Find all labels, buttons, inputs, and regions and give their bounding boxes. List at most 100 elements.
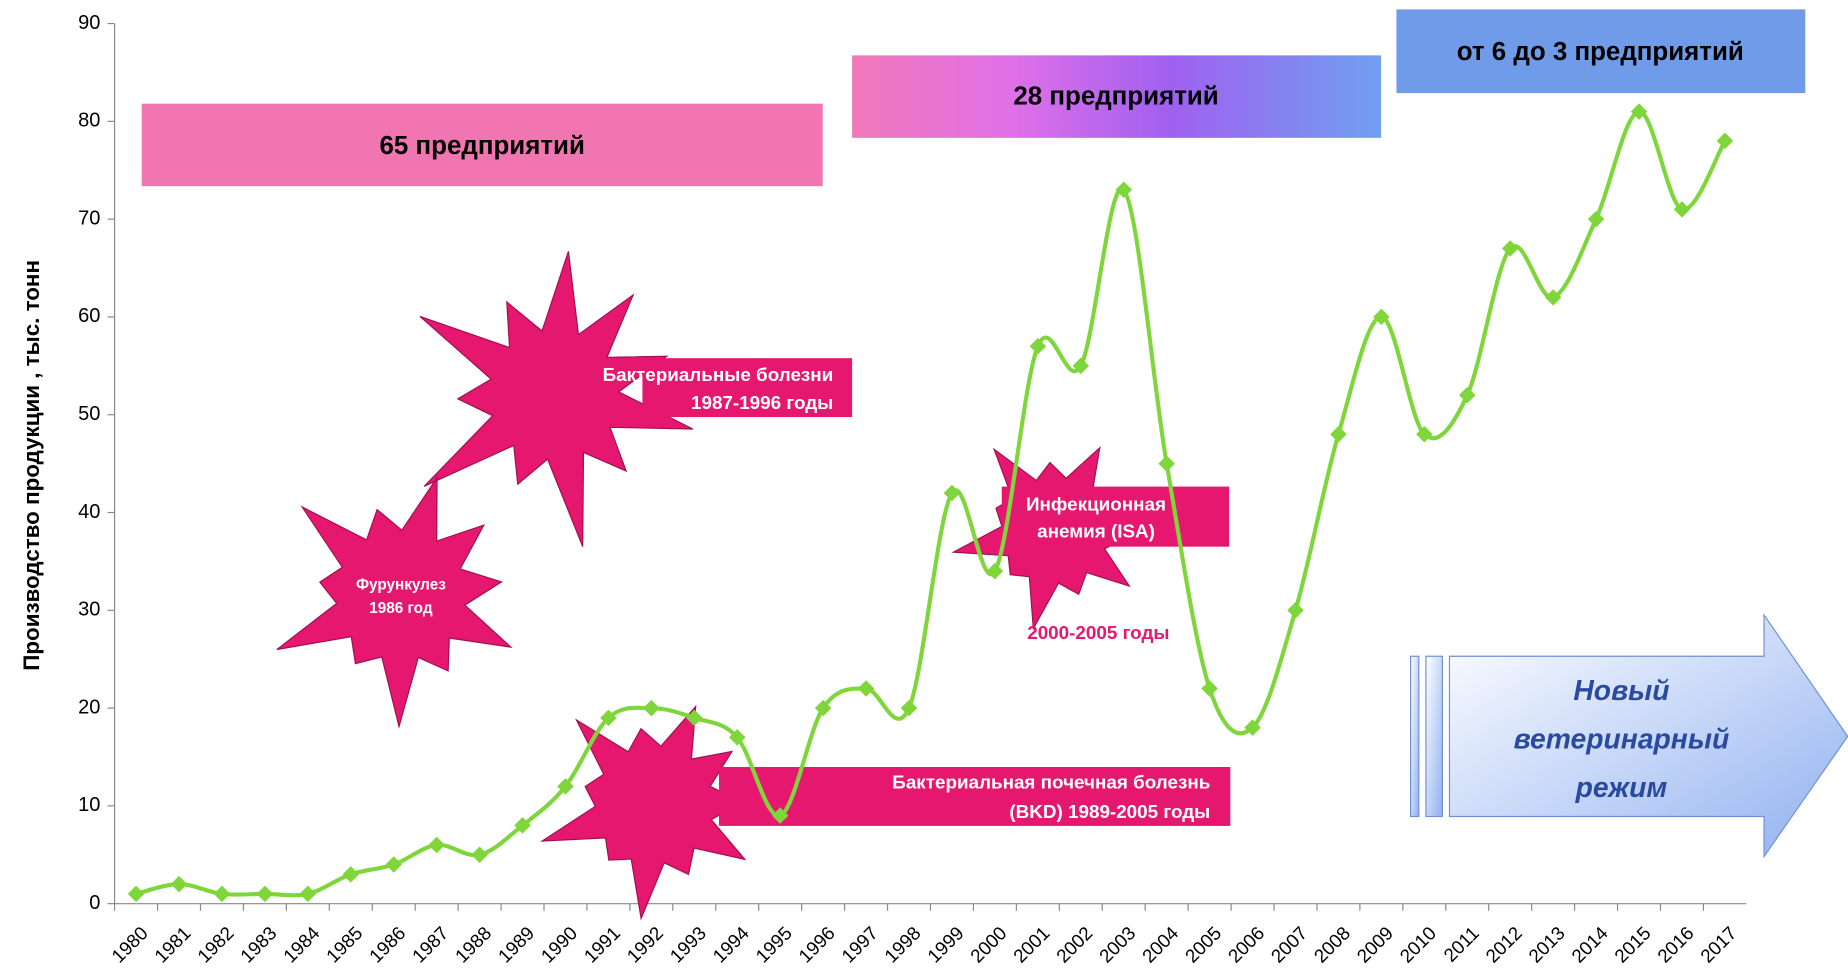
data-point [342, 866, 360, 883]
data-point [385, 856, 402, 873]
y-tick-label: 0 [89, 892, 100, 914]
annotation-text: Инфекционная [1026, 493, 1166, 514]
x-tick-label: 1983 [236, 922, 280, 966]
banner [852, 55, 1382, 138]
data-point [686, 709, 703, 727]
y-tick-label: 90 [78, 12, 100, 34]
data-point [1287, 602, 1304, 619]
annotation-text: (BKD) 1989-2005 годы [1009, 801, 1210, 822]
x-tick-label: 1998 [880, 922, 924, 966]
x-tick-label: 1991 [580, 922, 624, 966]
x-tick-label: 2016 [1653, 922, 1697, 966]
data-point [557, 778, 574, 795]
y-tick-label: 70 [78, 207, 100, 229]
x-tick-label: 2011 [1440, 922, 1484, 966]
x-tick-label: 1995 [751, 922, 795, 966]
x-tick-label: 2006 [1224, 922, 1268, 966]
data-point [170, 875, 188, 893]
data-point [814, 699, 832, 717]
y-tick-label: 80 [78, 110, 100, 132]
x-tick-label: 1985 [322, 922, 366, 966]
x-tick-label: 2012 [1481, 922, 1525, 966]
annotation-text: 28 предприятий [1013, 83, 1218, 111]
banner [1396, 9, 1806, 94]
data-point [1158, 455, 1175, 472]
data-point [428, 836, 445, 854]
starburst [276, 475, 513, 729]
x-tick-label: 2017 [1696, 922, 1740, 966]
x-tick-label: 1980 [107, 922, 151, 966]
data-point [1330, 426, 1347, 443]
annotation-text: 2000-2005 годы [1027, 622, 1169, 643]
x-tick-label: 1988 [451, 922, 495, 966]
y-tick-label: 30 [78, 599, 100, 621]
data-point [900, 699, 918, 717]
x-tick-label: 2013 [1524, 922, 1568, 966]
data-point [1587, 210, 1605, 228]
annotation-text: 1986 год [369, 600, 433, 617]
y-tick-label: 50 [78, 403, 100, 425]
y-tick-label: 60 [78, 305, 100, 327]
data-point [943, 484, 961, 502]
x-tick-label: 2005 [1181, 922, 1225, 966]
banner [141, 103, 823, 187]
annotation-text: Новый [1573, 674, 1669, 706]
x-tick-label: 2009 [1353, 922, 1397, 966]
x-tick-label: 1993 [666, 922, 710, 966]
data-point [1115, 181, 1132, 199]
starburst [540, 704, 747, 921]
x-tick-label: 1992 [623, 922, 667, 966]
x-tick-label: 2002 [1052, 922, 1096, 966]
data-point [1630, 103, 1648, 120]
x-tick-label: 1994 [709, 922, 753, 966]
data-point [857, 680, 875, 697]
x-tick-label: 1982 [193, 922, 237, 966]
data-point [213, 885, 231, 903]
x-tick-label: 1999 [923, 922, 967, 966]
banner [718, 766, 1231, 826]
x-tick-label: 2001 [1009, 922, 1053, 966]
data-point [600, 709, 617, 727]
annotation-text: 1987-1996 годы [691, 392, 833, 413]
data-point [1029, 338, 1047, 355]
data-point [471, 846, 488, 864]
data-point [1673, 201, 1691, 218]
data-point [986, 562, 1004, 580]
x-tick-label: 1987 [408, 922, 452, 966]
arrow-bar [1410, 655, 1420, 818]
x-tick-label: 1981 [150, 922, 194, 966]
data-point [1201, 680, 1218, 697]
arrow-bar [1425, 655, 1443, 818]
data-point [1459, 386, 1476, 404]
x-tick-label: 2014 [1567, 922, 1611, 966]
data-point [1072, 357, 1090, 375]
data-point [1244, 719, 1261, 736]
x-tick-label: 2015 [1610, 922, 1654, 966]
x-tick-label: 1989 [494, 922, 538, 966]
y-tick-label: 10 [78, 794, 100, 816]
x-tick-label: 2010 [1396, 922, 1440, 966]
annotation-text: от 6 до 3 предприятий [1457, 38, 1744, 66]
banner [1001, 486, 1230, 547]
x-tick-label: 2007 [1267, 922, 1311, 966]
x-tick-label: 1996 [794, 922, 838, 966]
annotation-text: Фурункулез [356, 577, 446, 594]
y-tick-label: 20 [78, 696, 100, 718]
data-point [728, 729, 746, 746]
x-tick-label: 2004 [1138, 922, 1182, 966]
annotation-text: режим [1575, 771, 1668, 803]
data-point [771, 807, 789, 824]
annotation-text: ветеринарный [1514, 723, 1730, 755]
x-tick-label: 2008 [1310, 922, 1354, 966]
data-point [1416, 426, 1433, 443]
x-tick-label: 1986 [365, 922, 409, 966]
x-tick-label: 1997 [837, 922, 881, 966]
arrow [1448, 613, 1848, 859]
x-tick-label: 1984 [279, 922, 323, 966]
x-tick-label: 1990 [537, 922, 581, 966]
annotation-text: Бактериальные болезни [603, 364, 834, 385]
data-point [643, 699, 660, 717]
x-tick-label: 2003 [1095, 922, 1139, 966]
y-tick-label: 40 [78, 501, 100, 523]
banner [642, 358, 853, 418]
